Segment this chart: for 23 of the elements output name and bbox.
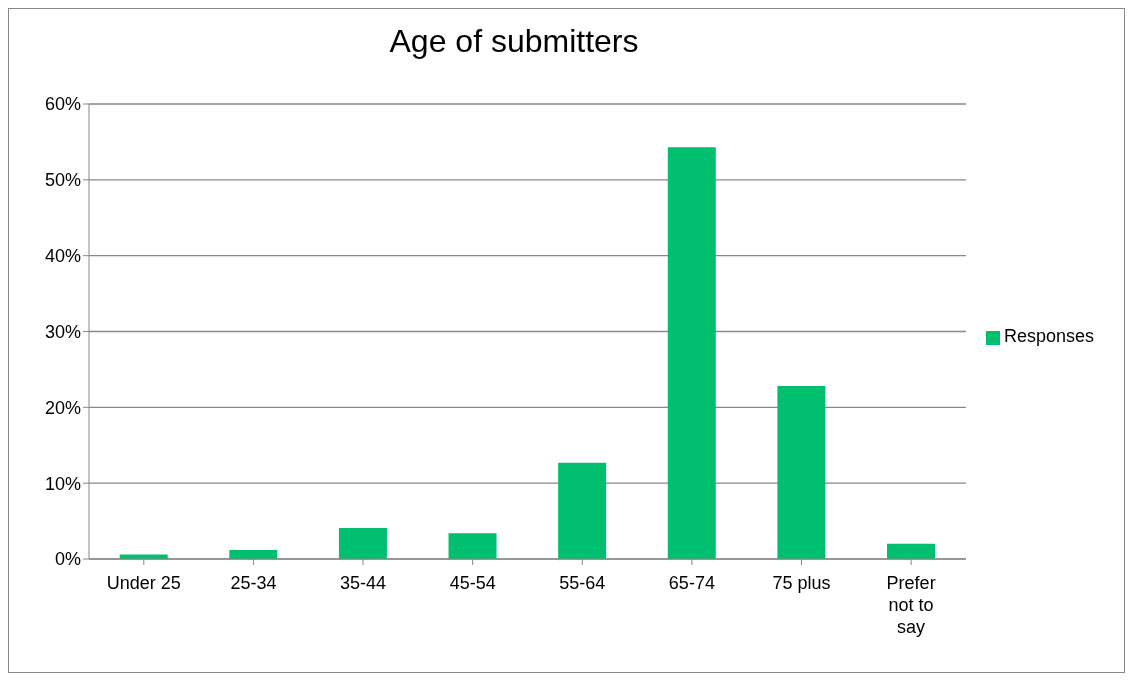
x-tick-label: 45-54 xyxy=(449,573,496,593)
bar xyxy=(338,527,387,559)
bar xyxy=(667,147,716,559)
bar xyxy=(777,386,826,559)
y-tick-label: 10% xyxy=(44,473,81,494)
x-tick-label: Under 25 xyxy=(106,573,181,593)
y-tick-label: 40% xyxy=(44,246,81,267)
y-tick-label: 60% xyxy=(44,94,81,115)
x-tick-label: 55-64 xyxy=(559,573,606,593)
y-tick-label: 50% xyxy=(44,170,81,191)
y-tick-label: 20% xyxy=(44,397,81,418)
y-tick-label: 30% xyxy=(44,321,81,342)
chart-title: Age of submitters xyxy=(388,23,640,60)
x-tick-label: 75 plus xyxy=(772,573,831,593)
legend-label: Responses xyxy=(1003,326,1094,346)
x-tick-label: Prefer not to say xyxy=(886,573,936,637)
y-tick-label: 0% xyxy=(54,549,81,570)
x-tick-label: 65-74 xyxy=(668,573,715,593)
bar xyxy=(887,543,936,559)
x-tick-label: 25-34 xyxy=(230,573,277,593)
bar xyxy=(448,533,497,559)
x-tick-label: 35-44 xyxy=(340,573,387,593)
bar xyxy=(558,462,607,559)
